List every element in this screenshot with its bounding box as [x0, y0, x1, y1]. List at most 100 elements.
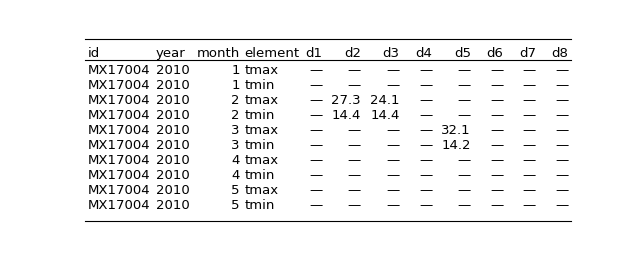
Text: —: —	[419, 184, 432, 197]
Text: —: —	[490, 109, 503, 122]
Text: MX17004: MX17004	[88, 154, 150, 167]
Text: 2010: 2010	[156, 154, 189, 167]
Text: —: —	[309, 94, 323, 107]
Text: —: —	[490, 64, 503, 77]
Text: —: —	[556, 124, 568, 137]
Text: —: —	[348, 169, 361, 182]
Text: —: —	[387, 124, 399, 137]
Text: —: —	[556, 79, 568, 92]
Text: d7: d7	[519, 47, 536, 60]
Text: —: —	[309, 64, 323, 77]
Text: 2010: 2010	[156, 79, 189, 92]
Text: 1: 1	[231, 64, 239, 77]
Text: 2010: 2010	[156, 109, 189, 122]
Text: 14.4: 14.4	[371, 109, 399, 122]
Text: 4: 4	[231, 169, 239, 182]
Text: 32.1: 32.1	[441, 124, 471, 137]
Text: —: —	[556, 64, 568, 77]
Text: —: —	[309, 139, 323, 152]
Text: —: —	[458, 64, 471, 77]
Text: 2010: 2010	[156, 169, 189, 182]
Text: —: —	[556, 199, 568, 212]
Text: 3: 3	[231, 139, 239, 152]
Text: —: —	[523, 169, 536, 182]
Text: month: month	[196, 47, 239, 60]
Text: d2: d2	[344, 47, 361, 60]
Text: —: —	[348, 184, 361, 197]
Text: —: —	[387, 169, 399, 182]
Text: tmax: tmax	[244, 64, 278, 77]
Text: —: —	[556, 139, 568, 152]
Text: tmax: tmax	[244, 124, 278, 137]
Text: —: —	[419, 94, 432, 107]
Text: —: —	[490, 184, 503, 197]
Text: 5: 5	[231, 184, 239, 197]
Text: MX17004: MX17004	[88, 94, 150, 107]
Text: tmin: tmin	[244, 169, 275, 182]
Text: —: —	[419, 124, 432, 137]
Text: year: year	[156, 47, 186, 60]
Text: 24.1: 24.1	[370, 94, 399, 107]
Text: MX17004: MX17004	[88, 64, 150, 77]
Text: —: —	[419, 169, 432, 182]
Text: —: —	[348, 154, 361, 167]
Text: —: —	[309, 79, 323, 92]
Text: d8: d8	[552, 47, 568, 60]
Text: —: —	[348, 199, 361, 212]
Text: d6: d6	[486, 47, 503, 60]
Text: 14.2: 14.2	[441, 139, 471, 152]
Text: element: element	[244, 47, 300, 60]
Text: 2010: 2010	[156, 124, 189, 137]
Text: —: —	[348, 124, 361, 137]
Text: tmin: tmin	[244, 109, 275, 122]
Text: —: —	[419, 64, 432, 77]
Text: —: —	[523, 139, 536, 152]
Text: 2010: 2010	[156, 94, 189, 107]
Text: MX17004: MX17004	[88, 199, 150, 212]
Text: —: —	[490, 124, 503, 137]
Text: 3: 3	[231, 124, 239, 137]
Text: 4: 4	[231, 154, 239, 167]
Text: 2: 2	[231, 94, 239, 107]
Text: —: —	[458, 94, 471, 107]
Text: MX17004: MX17004	[88, 109, 150, 122]
Text: d4: d4	[415, 47, 432, 60]
Text: tmin: tmin	[244, 199, 275, 212]
Text: 14.4: 14.4	[332, 109, 361, 122]
Text: tmax: tmax	[244, 184, 278, 197]
Text: 2010: 2010	[156, 139, 189, 152]
Text: —: —	[523, 124, 536, 137]
Text: tmin: tmin	[244, 79, 275, 92]
Text: —: —	[387, 64, 399, 77]
Text: tmin: tmin	[244, 139, 275, 152]
Text: —: —	[523, 199, 536, 212]
Text: —: —	[458, 154, 471, 167]
Text: 1: 1	[231, 79, 239, 92]
Text: —: —	[556, 109, 568, 122]
Text: —: —	[556, 184, 568, 197]
Text: —: —	[309, 109, 323, 122]
Text: —: —	[348, 64, 361, 77]
Text: —: —	[419, 199, 432, 212]
Text: —: —	[348, 139, 361, 152]
Text: MX17004: MX17004	[88, 169, 150, 182]
Text: —: —	[458, 79, 471, 92]
Text: —: —	[523, 184, 536, 197]
Text: —: —	[419, 109, 432, 122]
Text: —: —	[309, 199, 323, 212]
Text: —: —	[556, 169, 568, 182]
Text: —: —	[458, 184, 471, 197]
Text: —: —	[309, 184, 323, 197]
Text: —: —	[387, 199, 399, 212]
Text: 2010: 2010	[156, 64, 189, 77]
Text: d1: d1	[305, 47, 323, 60]
Text: —: —	[309, 124, 323, 137]
Text: —: —	[458, 169, 471, 182]
Text: tmax: tmax	[244, 94, 278, 107]
Text: 2010: 2010	[156, 199, 189, 212]
Text: —: —	[490, 94, 503, 107]
Text: —: —	[490, 169, 503, 182]
Text: —: —	[490, 139, 503, 152]
Text: —: —	[523, 79, 536, 92]
Text: —: —	[419, 79, 432, 92]
